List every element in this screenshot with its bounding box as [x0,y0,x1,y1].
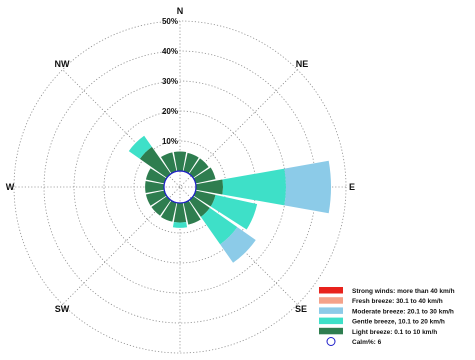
calm-circle [163,170,197,204]
legend-label-0: Strong winds: more than 40 km/h [352,288,455,295]
direction-label-sw: SW [55,304,70,314]
legend-label-4: Light breeze: 0.1 to 10 km/h [352,329,437,336]
wind-sectors [128,135,331,263]
ring-labels: 10% 20% 30% 40% 50% [162,17,178,146]
sector-90-segment-0 [195,179,224,195]
legend-label-1: Fresh breeze: 30.1 to 40 km/h [352,298,443,305]
direction-label-w: W [6,182,15,192]
ring-label-10: 10% [162,137,178,146]
legend-swatch-4 [319,327,343,335]
ring-label-50: 50% [162,17,178,26]
ring-label-30: 30% [162,77,178,86]
legend-calm-swatch [326,337,336,346]
legend-calm-label: Calm%: 6 [352,339,382,346]
direction-labels: N NE E SE SW W NW [6,6,355,314]
sector-180-segment-0 [173,202,187,223]
sector-112.5-segment-1 [210,194,258,230]
sector-337.5-segment-0 [160,152,177,174]
sector-45-segment-0 [189,158,209,178]
sector-22.5-segment-0 [183,152,199,174]
grid-axis-45 [62,69,298,305]
sector-180-segment-1 [172,221,188,228]
legend-label-2: Moderate breeze: 20.1 to 30 km/h [352,308,454,315]
direction-label-nw: NW [55,59,70,69]
legend-label-3: Gentle breeze, 10.1 to 20 km/h [352,319,445,326]
sector-315-segment-0 [139,146,171,178]
sector-112.5-segment-0 [193,190,216,207]
ring-label-20: 20% [162,107,178,116]
legend-swatch-3 [319,317,343,325]
sector-135-segment-2 [220,227,256,263]
ring-label-40: 40% [162,47,178,56]
legend: Strong winds: more than 40 km/h Fresh bre… [319,287,455,346]
sector-90-segment-2 [284,160,331,214]
direction-label-n: N [177,6,184,16]
legend-swatch-1 [319,297,343,304]
grid-axis-135 [62,69,298,305]
sector-135-segment-0 [189,196,210,217]
sector-135-segment-1 [200,207,238,245]
sector-270-segment-0 [145,180,165,194]
direction-label-se: SE [295,304,307,314]
legend-swatch-0 [319,287,343,294]
sector-0-segment-0 [173,151,187,172]
direction-label-e: E [349,182,355,192]
direction-label-ne: NE [296,59,309,69]
sector-157.5-segment-0 [183,200,201,225]
sector-225-segment-0 [151,196,171,216]
sector-292.5-segment-0 [145,168,167,184]
sector-90-segment-1 [222,168,286,206]
sector-67.5-segment-0 [193,167,216,184]
sector-247.5-segment-0 [145,190,167,206]
sector-202.5-segment-0 [160,200,177,222]
legend-swatch-2 [319,307,343,314]
sector-315-segment-1 [128,135,152,159]
